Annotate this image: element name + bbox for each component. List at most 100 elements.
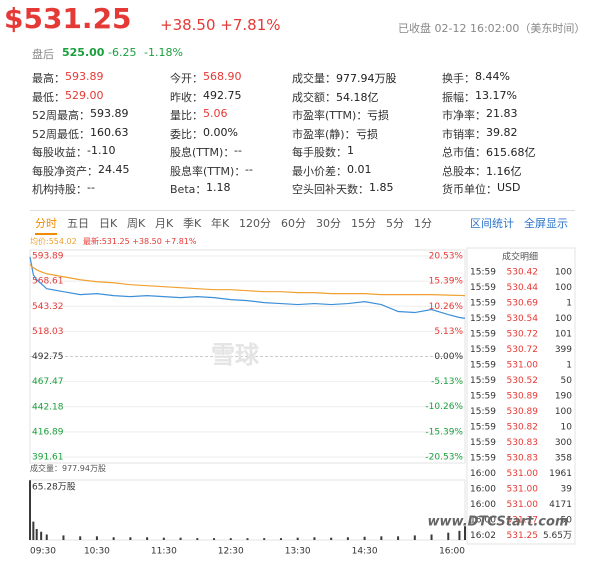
x-tick-label: 13:30 bbox=[285, 547, 311, 557]
trade-time: 15:59 bbox=[470, 454, 496, 464]
volume-bar bbox=[458, 530, 461, 540]
trade-volume: 100 bbox=[555, 407, 572, 417]
trade-volume: 50 bbox=[561, 376, 573, 386]
tab[interactable]: 区间统计 bbox=[470, 217, 514, 230]
x-tick-label: 12:30 bbox=[218, 547, 244, 557]
stat-value: 0.01 bbox=[347, 162, 372, 176]
trade-price: 530.54 bbox=[507, 314, 539, 324]
x-tick-label: 10:30 bbox=[84, 547, 110, 557]
volume-bar bbox=[413, 535, 416, 540]
stat-value: -- bbox=[234, 144, 242, 157]
stat-value: 39.82 bbox=[486, 125, 518, 139]
volume-bar bbox=[296, 537, 299, 540]
trade-price: 531.00 bbox=[507, 361, 539, 371]
stat-value: 13.17% bbox=[475, 88, 517, 102]
trade-price: 531.17 bbox=[507, 516, 539, 526]
trade-volume: 100 bbox=[555, 268, 572, 278]
trade-time: 15:59 bbox=[470, 407, 496, 417]
y2-tick-label: 10.26% bbox=[429, 302, 464, 312]
stat-value: 54.18亿 bbox=[336, 90, 379, 104]
volume-bar bbox=[346, 537, 349, 540]
stat-value: 1.18 bbox=[206, 181, 231, 194]
trade-volume: 399 bbox=[555, 345, 572, 355]
stat-value: 亏损 bbox=[356, 127, 378, 141]
tab[interactable]: 全屏显示 bbox=[524, 217, 568, 230]
after-hours-label: 盘后 bbox=[32, 48, 54, 61]
volume-bar bbox=[263, 538, 266, 540]
y2-tick-label: 20.53% bbox=[429, 252, 464, 262]
trade-time: 15:59 bbox=[470, 423, 496, 433]
volume-bar bbox=[363, 536, 366, 540]
volume-bar bbox=[40, 531, 43, 540]
trade-price: 530.52 bbox=[507, 376, 539, 386]
volume-bar bbox=[179, 537, 182, 540]
y2-tick-label: -20.53% bbox=[425, 453, 463, 463]
stat-value: 160.63 bbox=[90, 125, 129, 139]
tab[interactable]: 1分 bbox=[414, 217, 432, 230]
tab[interactable]: 分时 bbox=[35, 215, 57, 235]
trade-time: 16:00 bbox=[470, 469, 496, 479]
stat-label: 总股本： bbox=[442, 164, 486, 178]
tab[interactable]: 30分 bbox=[316, 217, 341, 230]
volume-bar bbox=[35, 528, 38, 540]
stat-value: 1 bbox=[347, 144, 354, 157]
y2-tick-label: -10.26% bbox=[425, 402, 463, 412]
volume-bar bbox=[213, 538, 216, 540]
x-tick-label: 11:30 bbox=[151, 547, 177, 557]
stat-label: 市销率： bbox=[442, 127, 486, 141]
trade-price: 530.42 bbox=[507, 268, 539, 278]
volume-frame bbox=[29, 479, 466, 541]
stat-label: 每股收益： bbox=[32, 146, 87, 159]
tab[interactable]: 15分 bbox=[351, 217, 376, 230]
tab[interactable]: 月K bbox=[155, 217, 174, 230]
price: $531.25 bbox=[4, 2, 132, 35]
tab[interactable]: 5分 bbox=[386, 217, 404, 230]
latest-label: 最新:531.25 +38.50 +7.81% bbox=[83, 237, 197, 246]
x-tick-label: 09:30 bbox=[30, 547, 56, 557]
trade-volume: 39 bbox=[561, 485, 573, 495]
trade-time: 15:59 bbox=[470, 361, 496, 371]
stat-value: 593.89 bbox=[65, 70, 104, 83]
y-tick-label: 467.47 bbox=[32, 377, 64, 387]
y2-tick-label: -15.39% bbox=[425, 427, 463, 437]
trade-volume: 358 bbox=[555, 454, 572, 464]
stat-label: 52周最低： bbox=[32, 127, 90, 141]
trades-title: 成交明细 bbox=[502, 251, 538, 263]
y2-tick-label: -5.13% bbox=[431, 377, 463, 387]
tab[interactable]: 120分 bbox=[239, 217, 271, 230]
volume-bar bbox=[95, 536, 98, 540]
stat-label: Beta： bbox=[170, 183, 207, 196]
stat-label: 最高： bbox=[32, 72, 65, 85]
trade-volume: 50 bbox=[561, 516, 573, 526]
volume-bar bbox=[464, 526, 466, 540]
tab[interactable]: 周K bbox=[127, 217, 146, 230]
tab[interactable]: 日K bbox=[99, 217, 118, 230]
trade-volume: 101 bbox=[555, 330, 572, 340]
tab[interactable]: 五日 bbox=[67, 217, 89, 230]
volume-bar bbox=[112, 537, 115, 540]
stat-value: 0.00% bbox=[203, 125, 238, 139]
watermark: www.DTCStart.com bbox=[428, 515, 569, 530]
y-tick-label: 416.89 bbox=[32, 427, 64, 437]
stat-label: 市盈率(静)： bbox=[292, 127, 356, 141]
tab[interactable]: 60分 bbox=[281, 217, 306, 230]
tab[interactable]: 年K bbox=[211, 217, 230, 230]
stat-value: -- bbox=[245, 162, 253, 176]
stat-value: 593.89 bbox=[90, 107, 129, 120]
stat-label: 成交额： bbox=[292, 90, 336, 104]
stat-label: 换手： bbox=[442, 72, 475, 85]
x-tick-label: 14:30 bbox=[352, 547, 378, 557]
tab[interactable]: 季K bbox=[183, 217, 202, 230]
stat-label: 空头回补天数： bbox=[292, 183, 369, 196]
stat-value: 977.94万股 bbox=[336, 72, 397, 85]
stat-label: 昨收： bbox=[170, 90, 203, 104]
stat-label: 52周最高： bbox=[32, 109, 90, 122]
after-hours-change: -6.25 bbox=[108, 46, 137, 59]
trade-volume: 190 bbox=[555, 392, 572, 402]
trade-price: 530.69 bbox=[507, 299, 539, 309]
volume-tick-label: 65.28万股 bbox=[32, 482, 76, 493]
stat-value: 492.75 bbox=[203, 88, 242, 102]
trade-time: 15:59 bbox=[470, 345, 496, 355]
